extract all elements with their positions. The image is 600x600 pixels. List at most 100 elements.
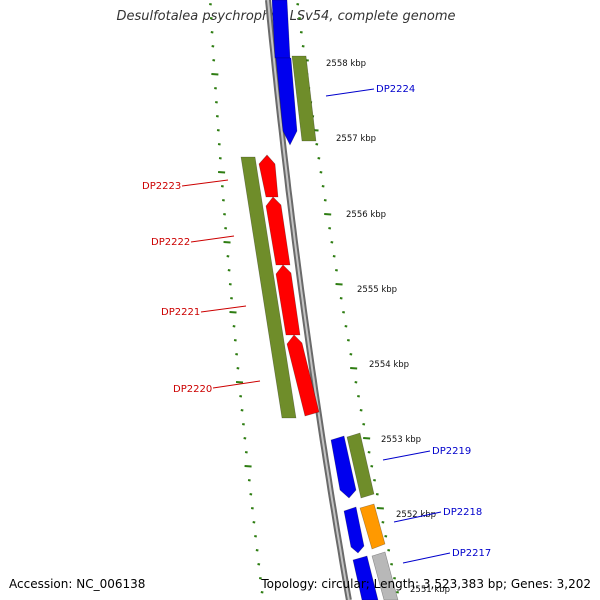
gene-leader-line <box>393 511 442 523</box>
ruler-tick <box>357 395 360 398</box>
ruler-tick-major <box>229 311 237 314</box>
accession-label: Accession: NC_006138 <box>9 577 146 591</box>
ruler-tick <box>321 185 325 188</box>
ruler-tick-major <box>223 241 231 244</box>
scale-label-kbp: 2555 kbp <box>357 285 397 295</box>
ruler-tick <box>328 227 332 230</box>
ruler-tick-major <box>363 437 371 440</box>
gene-label: DP2222 <box>151 237 190 248</box>
ruler-tick <box>227 269 231 272</box>
ruler-tick <box>250 507 254 510</box>
gene-label: DP2218 <box>443 507 482 518</box>
ruler-tick <box>236 367 240 370</box>
ruler-tick <box>258 577 262 580</box>
ruler-tick <box>226 255 230 258</box>
ruler-tick-major <box>244 465 252 468</box>
ruler-tick <box>315 143 319 146</box>
ruler-tick <box>299 31 303 34</box>
ruler-tick <box>209 3 212 6</box>
ruler-tick <box>242 423 245 426</box>
scale-label-kbp: 2557 kbp <box>336 134 376 144</box>
gene-arrow-red <box>275 264 301 336</box>
gene-arrow-green <box>240 156 297 419</box>
ruler-tick <box>232 325 236 328</box>
ruler-tick <box>375 493 379 496</box>
gene-arrow-red <box>258 154 279 198</box>
scale-label-kbp: 2558 kbp <box>326 59 366 69</box>
gene-leader-line <box>212 380 261 389</box>
gene-leader-line <box>190 235 235 243</box>
gene-leader-line <box>200 305 247 313</box>
gene-arrow-red <box>265 196 291 266</box>
ruler-tick <box>222 199 225 202</box>
ruler-tick-major <box>350 367 358 370</box>
gene-label: DP2223 <box>142 181 181 192</box>
ruler-tick <box>230 297 233 300</box>
scale-label-kbp: 2553 kbp <box>381 435 421 445</box>
gene-leader-line <box>402 552 451 564</box>
ruler-tick <box>330 241 334 244</box>
ruler-tick <box>393 577 397 580</box>
scale-label-kbp: 2556 kbp <box>346 210 386 220</box>
gene-label: DP2219 <box>432 446 471 457</box>
ruler-tick-major <box>235 381 244 384</box>
ruler-tick <box>239 395 243 398</box>
gene-leader-line <box>382 450 431 461</box>
gene-arrow-orange <box>359 503 386 550</box>
outer-scale-ruler <box>296 3 399 594</box>
ruler-tick <box>228 283 232 286</box>
ruler-tick <box>260 591 264 594</box>
ruler-tick <box>319 171 323 174</box>
ruler-tick <box>224 227 228 230</box>
scale-label-kbp: 2551 kbp <box>410 585 450 595</box>
scale-label-kbp: 2552 kbp <box>396 510 436 520</box>
ruler-tick-major <box>376 507 384 510</box>
ruler-tick <box>257 563 261 566</box>
ruler-tick <box>367 451 371 454</box>
ruler-tick <box>301 45 305 48</box>
gene-label: DP2220 <box>173 384 212 395</box>
gene-leader-line <box>181 179 229 187</box>
ruler-tick <box>362 423 366 426</box>
ruler-tick <box>342 311 345 314</box>
ruler-tick <box>243 437 247 440</box>
gene-arrow-red <box>286 334 320 417</box>
genome-summary: Topology: circular; Length: 3,523,383 bp… <box>261 577 591 591</box>
ruler-tick <box>212 59 216 62</box>
ruler-tick <box>390 563 394 566</box>
gene-arrow-blue <box>275 57 298 146</box>
ruler-tick <box>240 409 244 412</box>
ruler-tick <box>218 157 222 160</box>
ruler-tick-major <box>335 283 343 286</box>
gene-arrow-green <box>346 432 375 499</box>
ruler-tick <box>233 339 237 342</box>
ruler-tick <box>354 381 358 384</box>
ruler-tick <box>323 199 327 202</box>
ruler-tick <box>220 185 224 188</box>
scale-label-kbp: 2554 kbp <box>369 360 409 370</box>
ruler-tick <box>209 17 213 20</box>
gene-arrow-blue <box>271 0 291 59</box>
ruler-tick <box>249 493 253 496</box>
gene-arrow-blue <box>352 555 379 600</box>
ruler-tick <box>346 339 350 342</box>
ruler-tick-major <box>211 73 219 76</box>
gene-label: DP2217 <box>452 548 491 559</box>
ruler-tick <box>339 297 343 300</box>
ruler-tick <box>235 353 239 356</box>
ruler-tick <box>370 465 374 468</box>
ruler-tick <box>384 535 388 538</box>
ruler-tick <box>317 157 321 160</box>
ruler-tick <box>215 115 219 118</box>
ruler-tick <box>217 143 221 146</box>
ruler-tick <box>296 3 300 6</box>
gene-arrow-blue <box>330 435 357 499</box>
ruler-tick <box>255 549 259 552</box>
ruler-tick <box>298 17 301 20</box>
ruler-tick <box>211 45 215 48</box>
ruler-tick <box>332 255 336 258</box>
ruler-tick <box>214 87 217 90</box>
ruler-tick <box>381 521 385 524</box>
ruler-tick <box>359 409 363 412</box>
